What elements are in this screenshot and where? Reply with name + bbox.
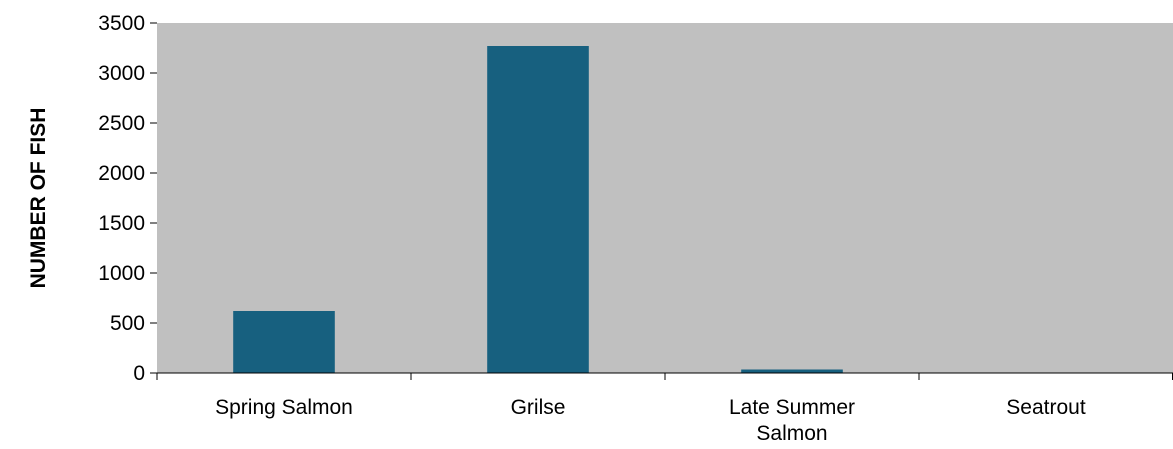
bar [233,311,335,373]
y-tick-label: 2000 [98,162,145,185]
category-label-line: Salmon [756,422,827,445]
category-label-line: Grilse [511,396,566,419]
y-tick-label: 2500 [98,112,145,135]
y-tick-label: 3500 [98,12,145,35]
y-tick-label: 3000 [98,62,145,85]
category-label-line: Seatrout [1006,396,1086,419]
category-label: Grilse [511,396,566,419]
bars [233,46,1097,373]
category-label: Seatrout [1006,396,1086,419]
category-label-line: Late Summer [729,396,855,419]
y-axis-ticks: 0 500 1000 1500 2000 2500 3000 3500 [98,12,157,385]
category-label: Late Summer Salmon [729,396,855,445]
category-label-line: Spring Salmon [215,396,353,419]
category-label: Spring Salmon [215,396,353,419]
x-axis-ticks [156,373,1173,380]
y-tick-label: 0 [133,362,145,385]
bar [741,369,843,373]
y-tick-label: 1000 [98,262,145,285]
y-tick-label: 500 [110,312,145,335]
y-axis-title: NUMBER OF FISH [27,108,50,289]
bar [487,46,589,373]
category-labels: Spring Salmon Grilse Late Summer Salmon Seat… [215,396,1086,445]
y-tick-label: 1500 [98,212,145,235]
